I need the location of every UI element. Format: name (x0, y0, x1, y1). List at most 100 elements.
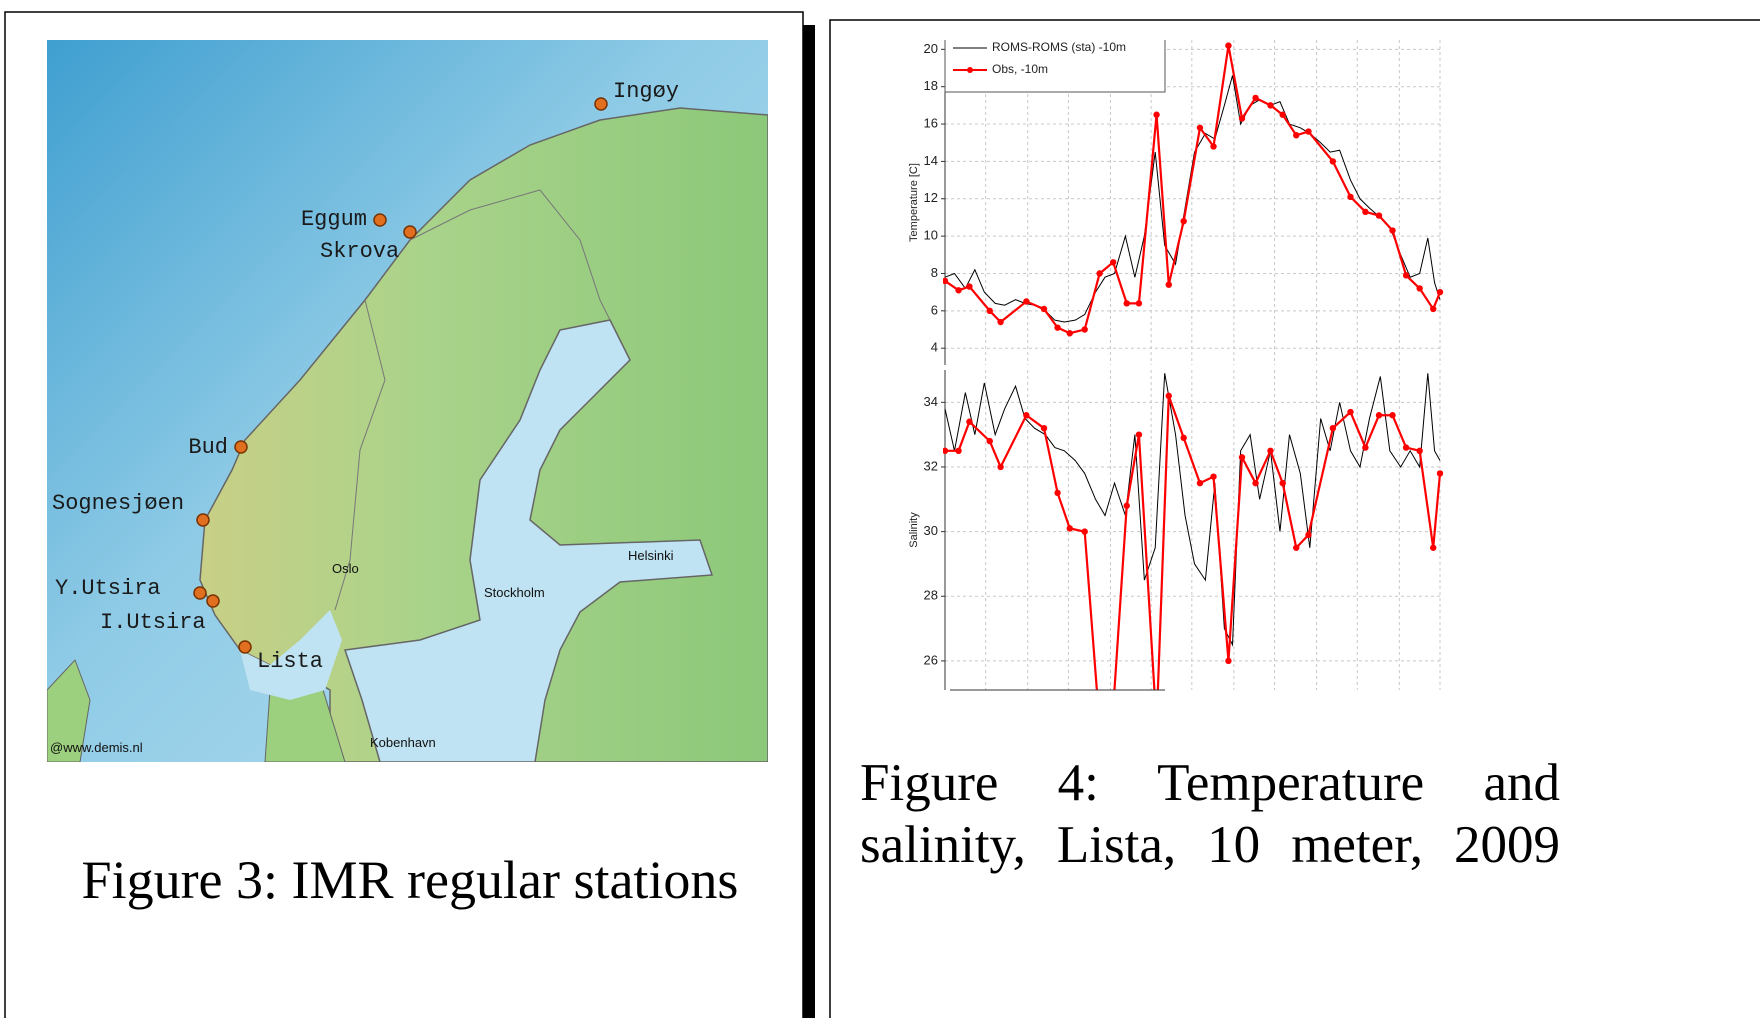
data-point (1347, 408, 1354, 416)
station-label: Skrova (320, 239, 399, 264)
data-point (1040, 305, 1048, 313)
data-point (1225, 42, 1232, 49)
data-point (1023, 412, 1030, 419)
data-point (1402, 272, 1410, 279)
y-axis-label: Salinity (908, 512, 920, 548)
data-point (1225, 657, 1232, 665)
data-point (1153, 111, 1160, 118)
y-tick-label: 4 (931, 340, 938, 355)
caption: Figure 3: IMR regular stations (81, 850, 739, 910)
land (47, 659, 91, 762)
data-point (1196, 479, 1204, 487)
data-point (955, 447, 962, 455)
data-point (997, 463, 1004, 471)
chart: 4 6 8 10 12 14 16 18 20 Temperature [C] ROMS-ROMS … (908, 40, 1444, 728)
data-point (1430, 544, 1437, 551)
data-point (1109, 259, 1117, 266)
data-point (955, 287, 962, 294)
legend-marker (967, 67, 973, 73)
y-tick-label: 14 (924, 153, 938, 168)
map: Ingøy Eggum Skrova Bud Sognesjøen Y.Utsi… (47, 40, 768, 762)
data-point (1054, 489, 1061, 497)
city-label: Stockholm (484, 585, 545, 600)
data-point (1402, 444, 1410, 451)
data-point (1252, 94, 1259, 102)
data-point (1096, 270, 1103, 277)
station-label: Y.Utsira (55, 576, 161, 601)
data-point (1375, 412, 1383, 419)
data-point (1153, 722, 1159, 728)
data-point (1329, 158, 1337, 165)
data-point (1293, 544, 1300, 551)
data-point (943, 447, 949, 455)
data-point (1389, 227, 1396, 234)
data-point (1305, 531, 1312, 539)
y-tick-label: 16 (924, 115, 938, 130)
data-point (1416, 285, 1423, 292)
data-point (1081, 528, 1088, 535)
data-point (1210, 143, 1217, 150)
data-point (1180, 434, 1187, 442)
data-point (1305, 128, 1312, 135)
data-point (1054, 324, 1061, 331)
y-tick-label: 10 (924, 228, 938, 243)
data-point (1096, 722, 1102, 728)
data-point (1430, 305, 1437, 313)
legend-label: Obs, -10m (992, 62, 1048, 76)
station-label: Eggum (301, 207, 367, 232)
data-point (1123, 300, 1130, 307)
data-point (986, 307, 993, 315)
data-point (1329, 424, 1337, 432)
data-point (1267, 447, 1274, 455)
data-point (1362, 208, 1369, 216)
data-point (1040, 424, 1048, 432)
y-tick-label: 28 (924, 588, 938, 603)
caption: Figure 4: Temperature and salinity, List… (860, 754, 1560, 874)
data-point (1196, 124, 1204, 131)
legend-label: ROMS-ROMS (sta) -10m (992, 40, 1126, 54)
y-tick-label: 34 (924, 394, 938, 409)
divider (803, 25, 815, 1018)
data-point (1238, 115, 1246, 122)
y-tick-label: 32 (924, 458, 938, 473)
border (409, 189, 611, 321)
data-point (1238, 454, 1246, 461)
y-tick-label: 12 (924, 190, 938, 205)
city-label: Kobenhavn (370, 735, 436, 750)
data-point (986, 437, 993, 445)
data-point (966, 418, 973, 425)
data-point (1165, 281, 1172, 288)
skagerrak (240, 610, 342, 700)
data-point (943, 277, 949, 285)
data-point (1436, 288, 1444, 296)
data-point (1279, 479, 1286, 487)
border (334, 299, 386, 611)
station-label: Ingøy (613, 79, 679, 104)
city-label: Helsinki (628, 548, 674, 563)
data-point (966, 283, 973, 290)
station-label: Sognesjøen (52, 491, 184, 516)
station-label: Bud (188, 435, 228, 460)
data-point (1293, 132, 1300, 139)
legend-box (944, 40, 1166, 93)
land (199, 107, 768, 762)
data-point (1123, 502, 1130, 509)
data-point (1252, 479, 1259, 487)
baltic-sea (343, 319, 714, 762)
y-tick-label: 26 (924, 652, 938, 667)
data-point (1436, 470, 1444, 477)
data-point (1279, 111, 1286, 118)
figure-frame (829, 19, 1760, 1018)
station-label: I.Utsira (100, 610, 206, 635)
data-point (1081, 326, 1088, 333)
y-tick-label: 20 (924, 41, 938, 56)
y-tick-label: 6 (931, 302, 938, 317)
data-point (1416, 447, 1423, 455)
data-point (1023, 298, 1030, 305)
series-line (944, 373, 1441, 647)
data-point (1267, 102, 1274, 109)
station-dots (193, 97, 608, 654)
map-credit: @www.demis.nl (50, 740, 143, 755)
